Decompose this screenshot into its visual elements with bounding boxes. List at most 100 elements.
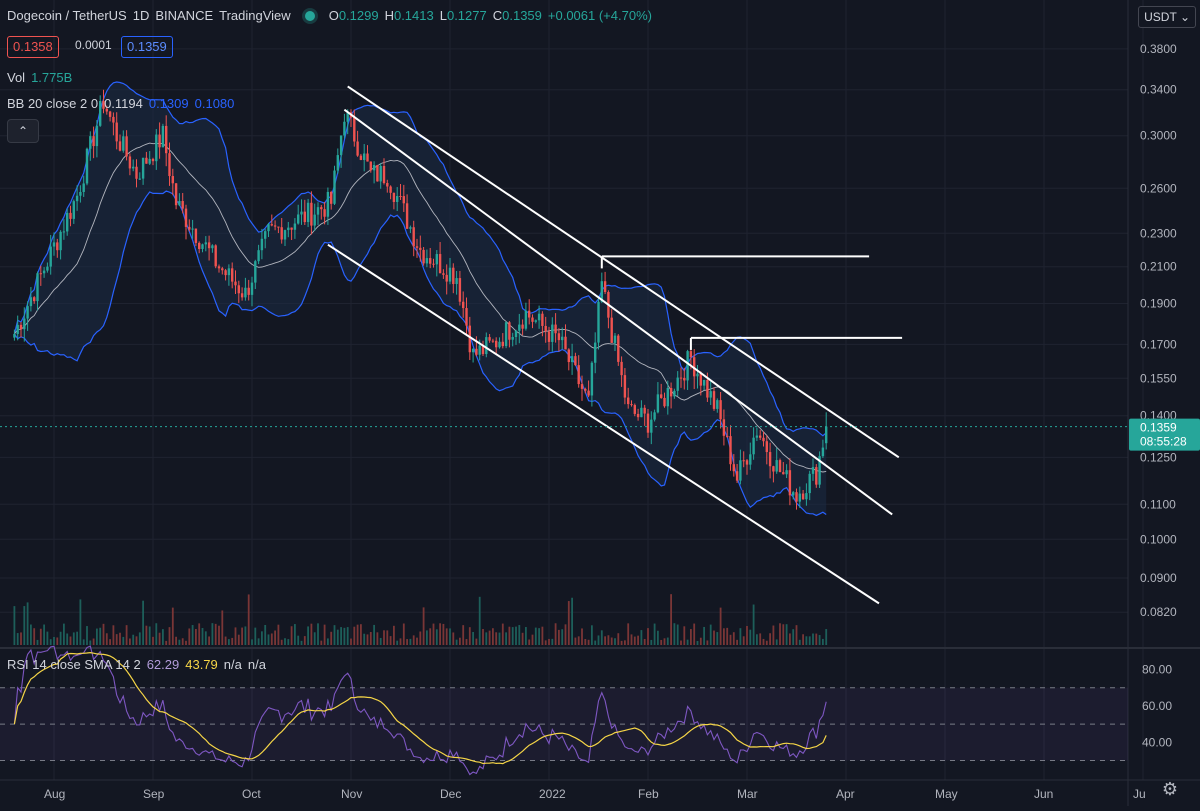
volume-value: 1.775B	[31, 70, 73, 85]
candle-body	[785, 470, 788, 475]
candle-body	[669, 388, 673, 397]
candle-body	[458, 278, 462, 302]
candle-body	[201, 244, 204, 249]
volume-bar	[534, 627, 537, 645]
candle-body	[693, 357, 696, 377]
candle-body	[273, 225, 277, 227]
candle	[630, 400, 633, 407]
candle-body	[62, 231, 66, 233]
candle-body	[39, 273, 42, 275]
candle	[359, 153, 363, 161]
volume-bar	[696, 640, 699, 645]
volume-bar	[72, 632, 75, 645]
candle	[712, 387, 716, 411]
candle	[656, 382, 660, 414]
candle-body	[108, 111, 112, 117]
candle	[768, 442, 772, 479]
candle	[524, 302, 528, 331]
candle	[795, 488, 798, 510]
candle-body	[534, 320, 537, 322]
volume-bar	[459, 637, 461, 645]
candle	[514, 329, 518, 345]
candle-body	[663, 397, 666, 407]
volume-bar	[591, 625, 593, 645]
candle-body	[250, 282, 254, 295]
candle-body	[613, 335, 617, 343]
buy-price-button[interactable]: 0.1359	[121, 36, 173, 58]
candle-body	[310, 202, 313, 226]
candle	[429, 247, 432, 269]
candle-body	[442, 273, 445, 275]
volume-bar	[20, 632, 22, 645]
volume-bar	[142, 600, 144, 645]
candle-body	[217, 266, 221, 269]
volume-bar	[455, 639, 458, 645]
candle-body	[174, 183, 178, 206]
time-axis-label: Nov	[341, 787, 362, 801]
volume-bar	[343, 627, 346, 645]
candle-body	[155, 134, 158, 162]
candle	[772, 465, 775, 483]
volume-bar	[492, 628, 494, 645]
candle	[547, 326, 551, 351]
volume-bar	[643, 638, 646, 645]
volume-bar	[162, 629, 164, 645]
grid-lines	[0, 0, 1144, 780]
candle	[224, 268, 227, 281]
candle-body	[178, 201, 181, 206]
interval[interactable]: 1D	[132, 8, 150, 23]
candle	[188, 219, 191, 232]
volume-bar	[449, 628, 451, 645]
volume-bar	[369, 631, 372, 645]
candle	[158, 122, 161, 159]
volume-bar	[759, 633, 762, 645]
candle	[151, 157, 155, 166]
candle	[264, 228, 267, 249]
volume-bar	[310, 623, 313, 645]
candle-body	[504, 322, 508, 347]
candle	[19, 321, 23, 338]
candle	[561, 327, 564, 350]
volume-bar	[607, 635, 610, 645]
volume-bar	[63, 623, 65, 645]
volume-bar	[782, 624, 785, 645]
candle	[260, 228, 264, 260]
candle-body	[66, 212, 69, 232]
symbol-name[interactable]: Dogecoin / TetherUS	[7, 8, 127, 23]
candle-body	[161, 125, 165, 148]
currency-select[interactable]: USDT ⌄	[1138, 6, 1196, 28]
volume-bar	[686, 639, 689, 645]
bb-legend[interactable]: BB 20 close 2 0 0.1194 0.1309 0.1080	[7, 96, 234, 111]
volume-bar	[386, 630, 389, 645]
gear-icon[interactable]: ⚙	[1161, 779, 1178, 799]
candle-body	[33, 297, 36, 302]
candle	[231, 262, 234, 289]
candle	[587, 380, 590, 398]
candle	[663, 392, 666, 408]
candle-body	[145, 157, 148, 164]
rsi-axis-label: 40.00	[1142, 735, 1172, 749]
collapse-legend-button[interactable]: ⌃	[7, 119, 39, 143]
candle	[646, 409, 650, 438]
volume-bar	[604, 636, 606, 645]
candle	[112, 112, 115, 136]
volume-legend[interactable]: Vol 1.775B	[7, 70, 72, 85]
time-axis-label: Jun	[1034, 787, 1053, 801]
volume-bar	[699, 637, 702, 645]
candle	[570, 343, 574, 375]
candle-body	[689, 351, 693, 358]
volume-bar	[798, 639, 801, 645]
sell-price-button[interactable]: 0.1358	[7, 36, 59, 58]
candle-body	[636, 413, 640, 418]
rsi-value: 62.29	[146, 657, 180, 672]
volume-bar	[584, 639, 587, 645]
volume-bar	[660, 639, 663, 645]
rsi-legend[interactable]: RSI 14 close SMA 14 2 62.29 43.79 n/a n/…	[7, 657, 266, 672]
volume-bar	[406, 639, 408, 645]
volume-bar	[495, 632, 498, 645]
candle-body	[468, 325, 471, 353]
candle	[821, 439, 825, 458]
volume-bar	[482, 629, 484, 645]
